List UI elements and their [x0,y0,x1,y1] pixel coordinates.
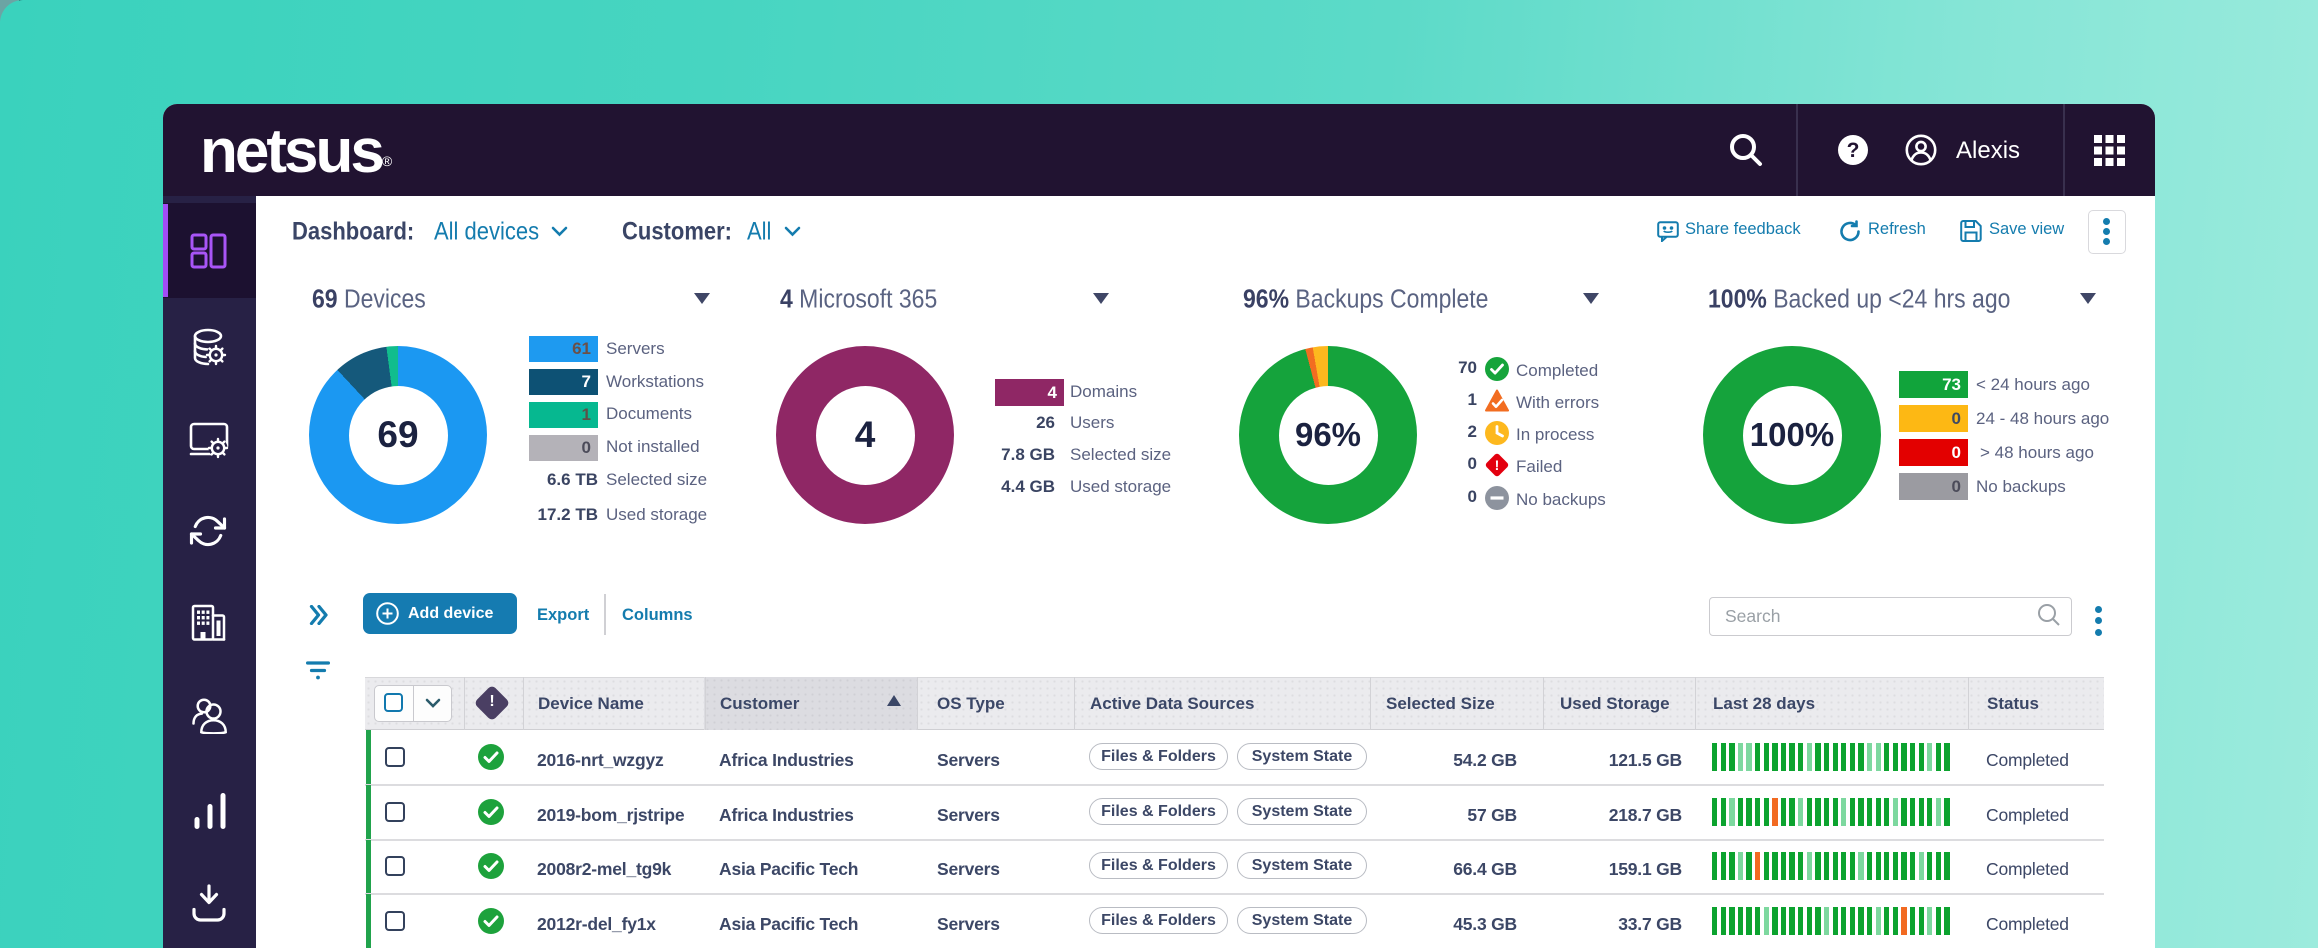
svg-text:!: ! [1495,457,1500,473]
svg-text:?: ? [1847,139,1860,162]
